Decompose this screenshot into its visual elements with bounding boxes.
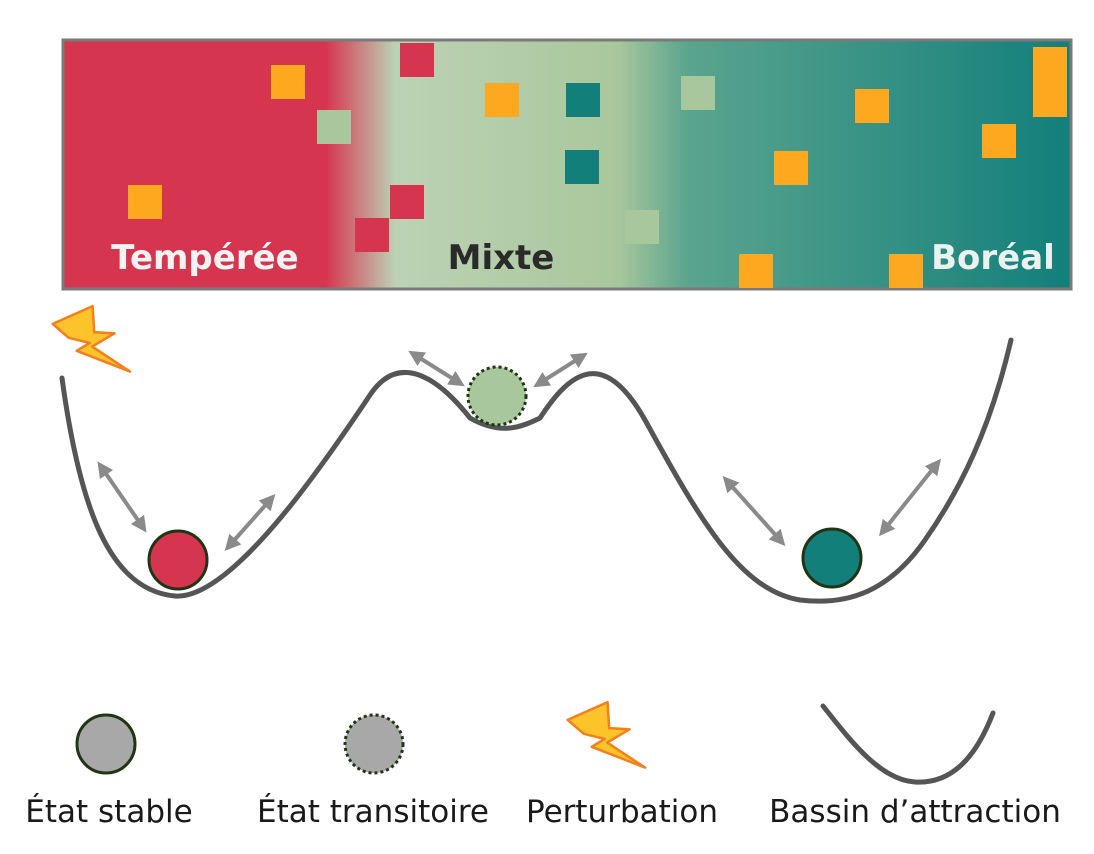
orange-patch — [889, 254, 923, 288]
orange-patch — [739, 254, 773, 288]
orange-patch — [774, 151, 808, 185]
legend-label-perturbation: Perturbation — [526, 794, 718, 830]
lightning-icon — [51, 304, 132, 373]
orange-patch — [485, 83, 519, 117]
stable-state-temperate — [147, 529, 209, 591]
double-arrow — [722, 476, 786, 546]
legend-label-stable-state: État stable — [25, 794, 192, 830]
orange-patch — [128, 185, 162, 219]
stable-state-icon — [75, 713, 137, 775]
double-arrow — [224, 494, 276, 551]
light-green-patch — [681, 76, 715, 110]
zone-label-temperate: Tempérée — [111, 238, 298, 278]
orange-patch — [1033, 47, 1067, 117]
lightning-icon — [566, 700, 647, 769]
zone-label-mixed: Mixte — [448, 238, 555, 278]
double-arrow — [408, 350, 465, 387]
light-green-patch — [625, 210, 659, 244]
basin-icon — [820, 703, 996, 785]
double-arrow — [879, 458, 941, 537]
legend-label-transient-state: État transitoire — [257, 794, 489, 830]
orange-patch — [855, 89, 889, 123]
orange-patch — [271, 65, 305, 99]
teal-patch — [565, 150, 599, 184]
zone-label-boreal: Boréal — [931, 238, 1055, 278]
transient-state-mixed — [466, 365, 528, 427]
red-patch — [400, 43, 434, 77]
stability-landscape-curve — [59, 337, 1014, 604]
legend-label-basin: Bassin d’attraction — [769, 794, 1061, 830]
stable-state-boreal — [801, 527, 863, 589]
double-arrow — [533, 352, 588, 388]
red-patch — [355, 218, 389, 252]
forest-band: Tempérée Mixte Boréal — [61, 38, 1073, 291]
red-patch — [390, 185, 424, 219]
teal-patch — [566, 83, 600, 117]
orange-patch — [982, 124, 1016, 158]
legend: État stable État transitoire Perturbatio… — [25, 700, 1061, 830]
forest-band-patches — [128, 43, 1067, 288]
fluctuation-arrows — [97, 350, 941, 551]
double-arrow — [97, 461, 147, 533]
light-green-patch — [317, 110, 351, 144]
transient-state-icon — [343, 713, 405, 775]
